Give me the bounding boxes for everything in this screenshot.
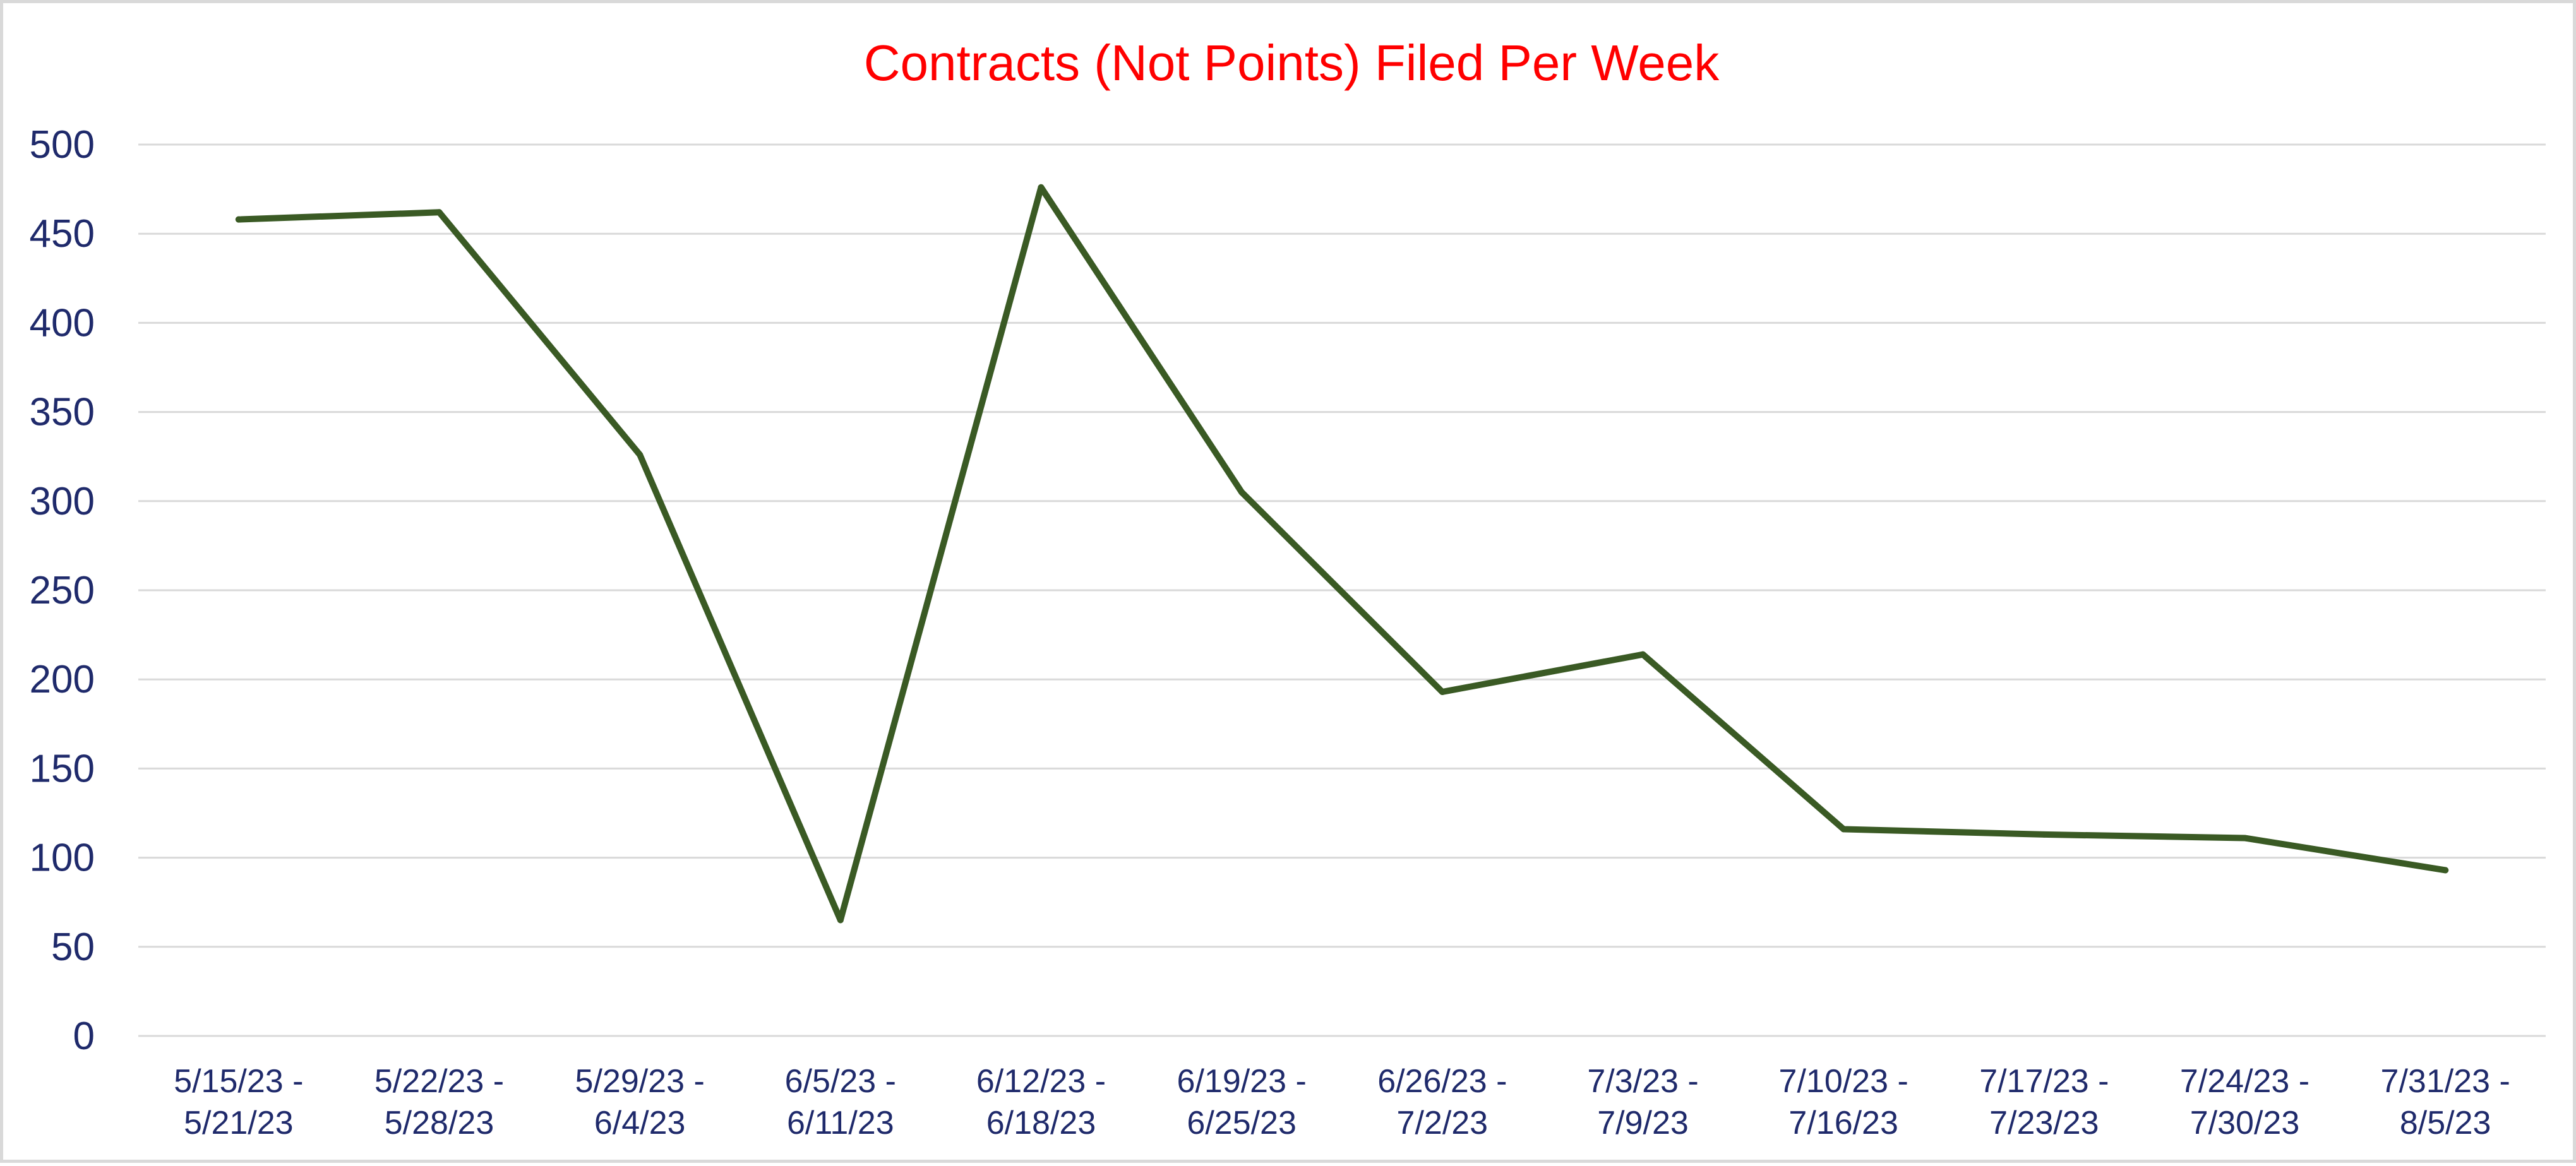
- x-tick-label: 8/5/23: [2400, 1105, 2491, 1141]
- y-tick-label: 350: [30, 391, 95, 434]
- x-tick-label: 7/17/23 -: [1979, 1063, 2109, 1100]
- data-point: [2241, 835, 2248, 842]
- data-point: [436, 209, 443, 216]
- y-tick-label: 400: [30, 301, 95, 345]
- data-point: [637, 451, 644, 458]
- data-point: [1840, 826, 1847, 833]
- y-tick-label: 150: [30, 747, 95, 790]
- x-tick-label: 7/16/23: [1788, 1105, 1898, 1141]
- x-tick-label: 6/11/23: [787, 1105, 894, 1141]
- x-tick-label: 7/30/23: [2190, 1105, 2300, 1141]
- y-tick-label: 250: [30, 569, 95, 612]
- x-tick-label: 5/29/23 -: [575, 1063, 705, 1100]
- x-tick-label: 7/3/23 -: [1587, 1063, 1698, 1100]
- x-tick-label: 5/22/23 -: [374, 1063, 504, 1100]
- x-tick-label: 5/21/23: [184, 1105, 294, 1141]
- y-axis-labels: 0 50 100 150 200 250 300 350 400 450 500: [30, 123, 95, 1058]
- x-tick-label: 6/12/23 -: [976, 1063, 1106, 1100]
- x-tick-label: 6/5/23 -: [785, 1063, 896, 1100]
- x-tick-label: 7/9/23: [1597, 1105, 1689, 1141]
- data-point: [235, 216, 242, 223]
- x-tick-label: 7/31/23 -: [2381, 1063, 2510, 1100]
- data-point: [1238, 489, 1245, 496]
- y-tick-label: 300: [30, 480, 95, 523]
- series-layer: [235, 184, 2449, 924]
- y-tick-label: 450: [30, 212, 95, 256]
- x-tick-label: 7/24/23 -: [2180, 1063, 2309, 1100]
- data-point: [1439, 688, 1446, 695]
- chart-title: Contracts (Not Points) Filed Per Week: [864, 35, 1720, 91]
- x-tick-label: 7/2/23: [1397, 1105, 1489, 1141]
- data-point: [1038, 184, 1045, 191]
- line-chart: Contracts (Not Points) Filed Per Week 0 5…: [30, 35, 2546, 1141]
- x-tick-label: 6/25/23: [1187, 1105, 1297, 1141]
- y-tick-label: 200: [30, 658, 95, 701]
- series-line: [235, 184, 2449, 924]
- y-tick-label: 500: [30, 123, 95, 167]
- data-point: [2442, 867, 2449, 874]
- x-tick-label: 5/15/23 -: [174, 1063, 303, 1100]
- x-tick-label: 5/28/23: [385, 1105, 494, 1141]
- x-tick-label: 6/26/23 -: [1377, 1063, 1507, 1100]
- x-tick-label: 6/4/23: [594, 1105, 686, 1141]
- x-tick-label: 6/19/23 -: [1177, 1063, 1307, 1100]
- data-point: [1639, 651, 1646, 658]
- data-point: [837, 917, 844, 924]
- x-tick-label: 7/10/23 -: [1779, 1063, 1908, 1100]
- x-tick-label: 7/23/23: [1989, 1105, 2099, 1141]
- x-tick-label: 6/18/23: [986, 1105, 1096, 1141]
- y-tick-label: 0: [73, 1014, 95, 1058]
- y-tick-label: 50: [51, 925, 95, 969]
- y-tick-label: 100: [30, 836, 95, 880]
- data-point: [2040, 831, 2047, 838]
- x-axis-labels: 5/15/23 - 5/21/23 5/22/23 - 5/28/23 5/29/23 …: [174, 1063, 2510, 1141]
